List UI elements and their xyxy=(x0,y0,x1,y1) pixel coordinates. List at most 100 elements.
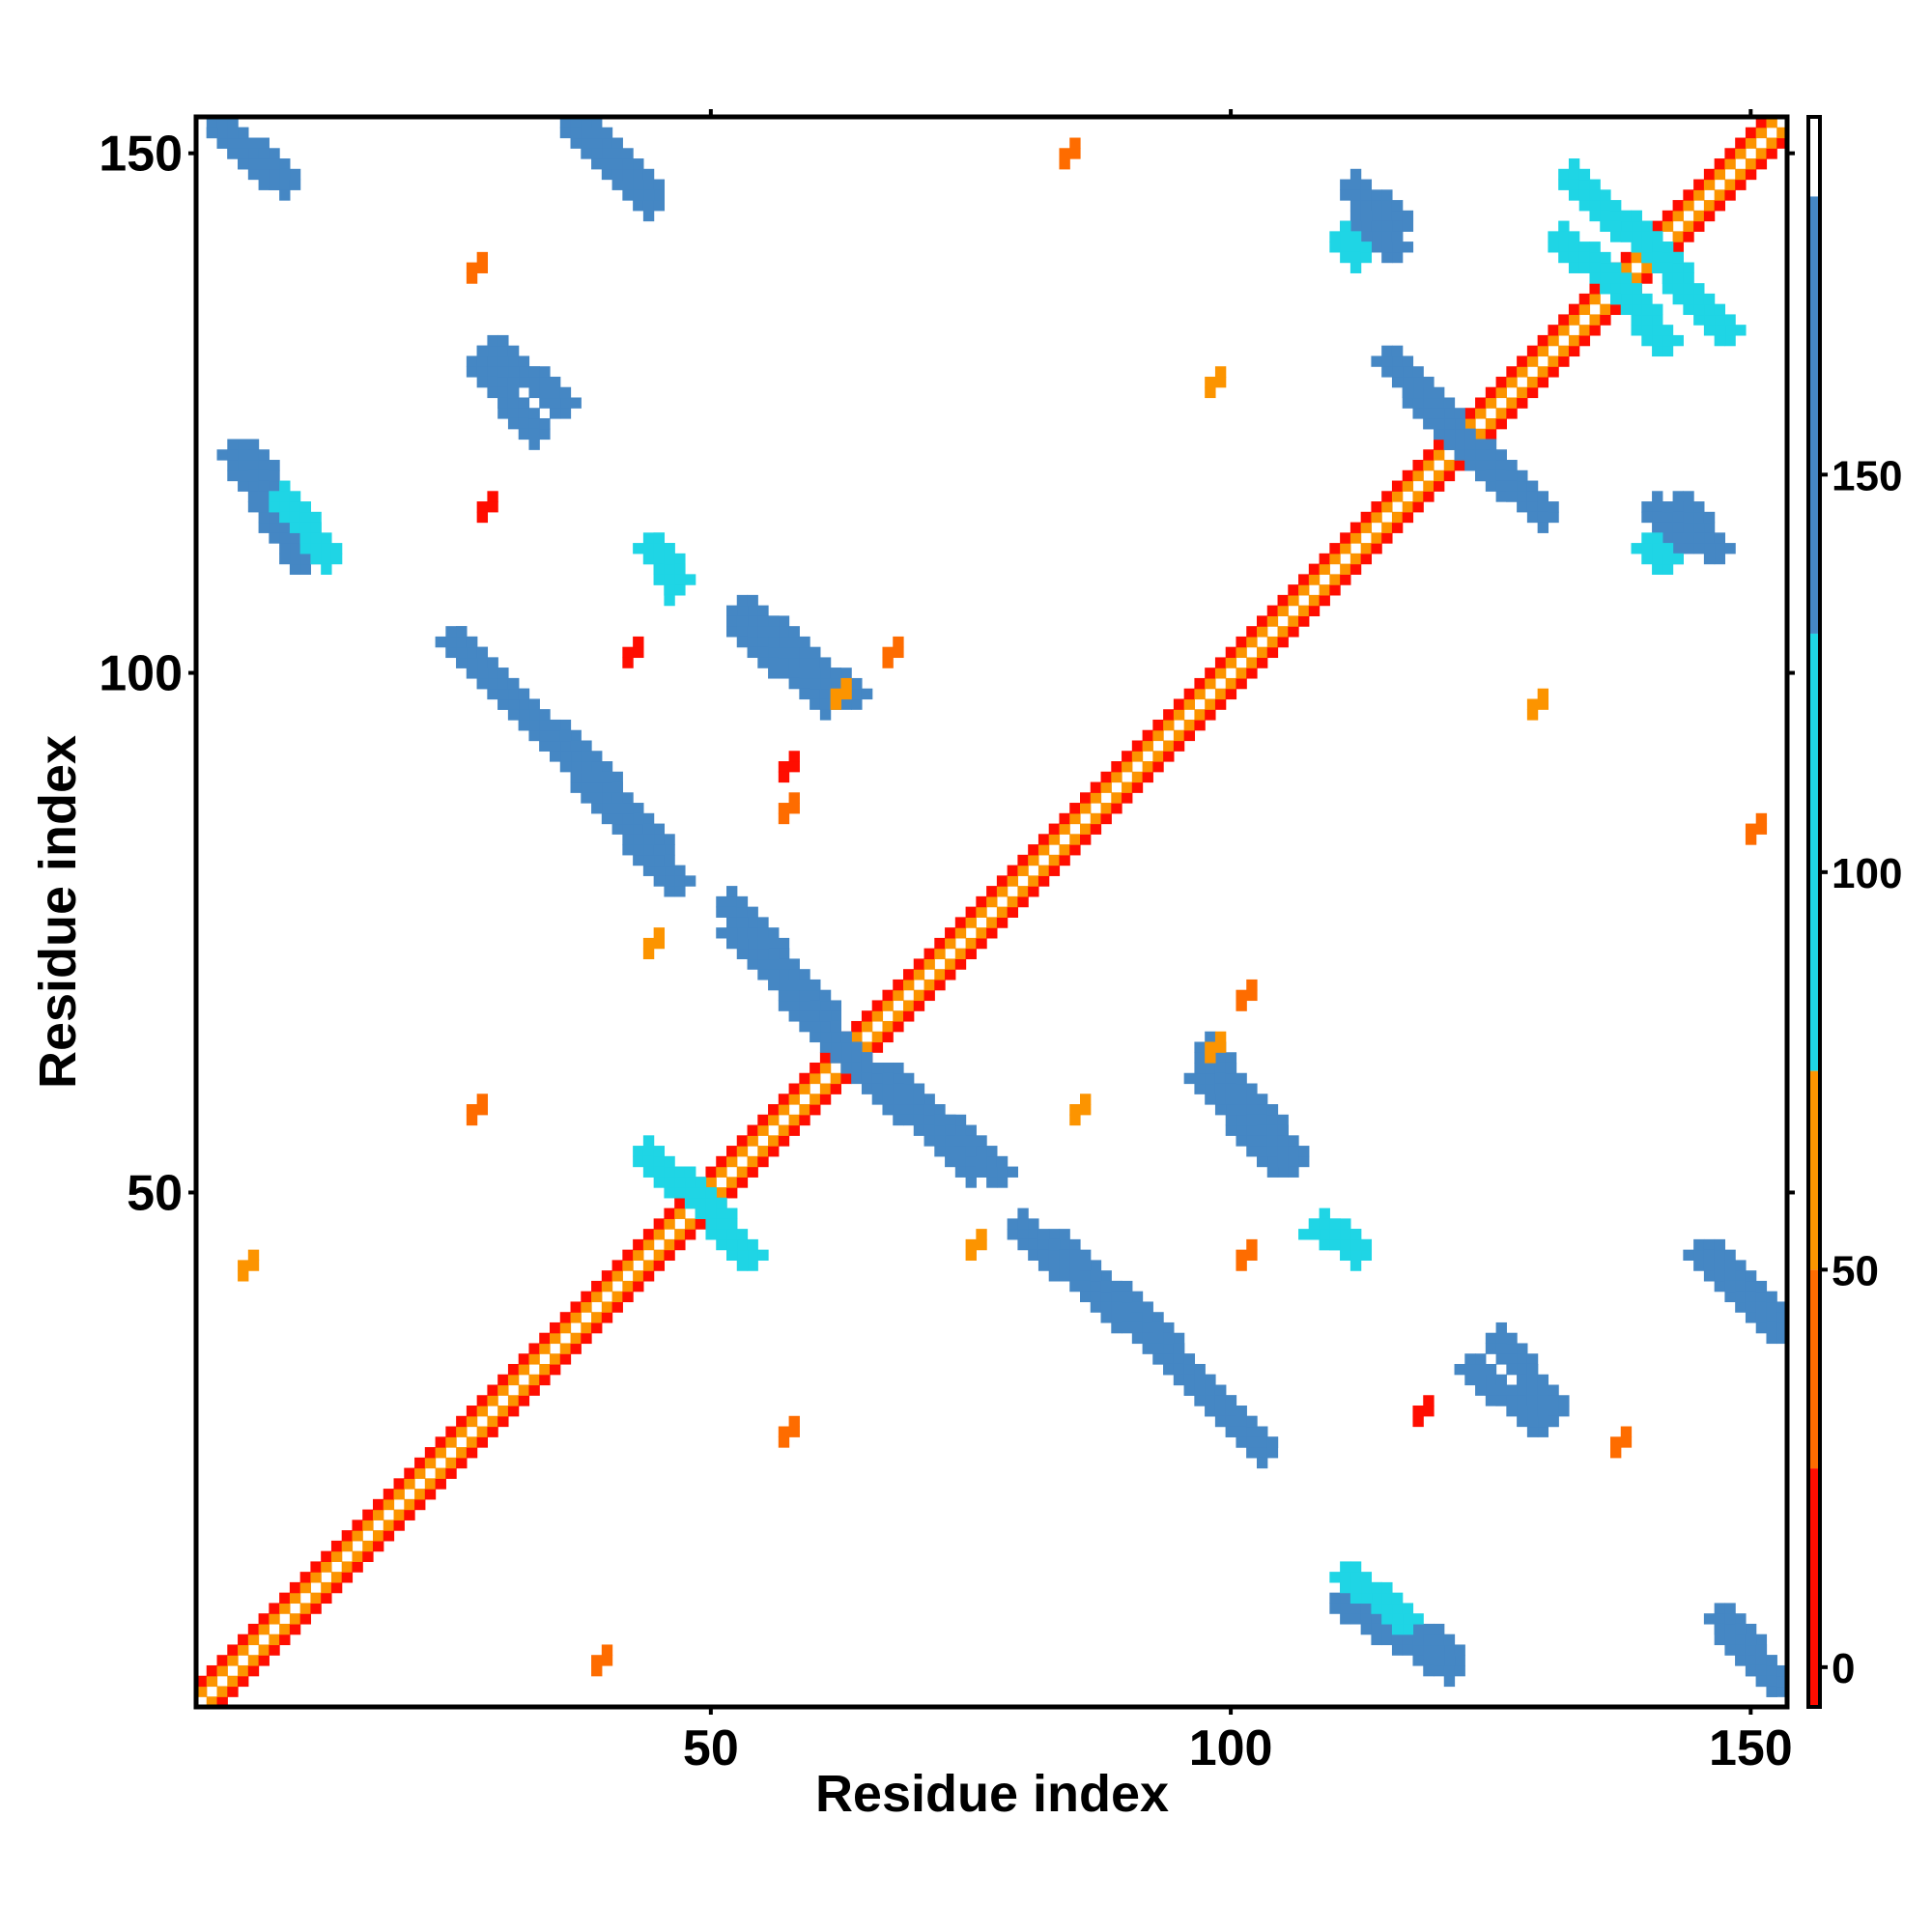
contact-cell xyxy=(1152,1353,1164,1365)
contact-cell xyxy=(591,158,603,170)
contact-cell xyxy=(799,969,810,980)
diagonal-cell xyxy=(1059,823,1070,835)
contact-cell xyxy=(622,179,634,190)
diagonal-cell xyxy=(945,927,956,939)
cluster-cell xyxy=(1412,1415,1424,1428)
cluster-cell xyxy=(466,1104,478,1116)
contact-cell xyxy=(279,522,291,533)
contact-cell xyxy=(1340,251,1351,264)
diagonal-cell xyxy=(581,1291,592,1303)
diagonal-cell xyxy=(1506,408,1518,419)
contact-cell xyxy=(1464,449,1476,461)
contact-cell xyxy=(903,1083,915,1094)
diagonal-cell xyxy=(1100,771,1112,783)
contact-cell xyxy=(1059,1238,1070,1251)
contact-cell xyxy=(1735,1655,1747,1666)
contact-cell xyxy=(1277,1124,1289,1136)
diagonal-cell xyxy=(1735,148,1747,159)
diagonal-cell xyxy=(757,1155,769,1168)
contact-cell xyxy=(1412,366,1424,378)
contact-cell xyxy=(238,460,249,471)
contact-cell xyxy=(1090,1270,1102,1282)
diagonal-cell xyxy=(487,1384,498,1396)
contact-cell xyxy=(1714,334,1726,347)
contact-cell xyxy=(1266,1135,1279,1147)
contact-cell xyxy=(642,532,655,544)
contact-cell xyxy=(466,366,478,378)
contact-cell xyxy=(1391,200,1404,212)
contact-cell xyxy=(1537,1426,1549,1437)
diagonal-cell xyxy=(1526,376,1539,388)
contact-cell xyxy=(487,688,498,700)
contact-cell xyxy=(1391,1592,1404,1605)
contact-cell xyxy=(642,865,655,876)
contact-cell xyxy=(289,563,301,575)
contact-cell xyxy=(664,563,675,575)
diagonal-cell xyxy=(1371,501,1382,513)
diagonal-cell xyxy=(1007,906,1019,918)
contact-cell xyxy=(1434,1634,1445,1646)
diagonal-cell xyxy=(310,1572,322,1583)
contact-cell xyxy=(1381,1623,1393,1635)
diagonal-cell xyxy=(581,1301,592,1313)
diagonal-cell xyxy=(1308,594,1321,607)
diagonal-cell xyxy=(1485,428,1497,440)
diagonal-cell xyxy=(528,1374,540,1386)
contact-cell xyxy=(986,1146,998,1157)
contact-cell xyxy=(1048,1238,1061,1251)
diagonal-cell xyxy=(1152,729,1164,742)
diagonal-cell xyxy=(913,989,925,1002)
contact-cell xyxy=(840,1062,852,1074)
contact-cell xyxy=(768,958,780,970)
cluster-cell xyxy=(1236,1260,1247,1271)
cluster-cell xyxy=(1423,1406,1435,1417)
diagonal-cell xyxy=(611,1270,623,1282)
contact-cell xyxy=(539,386,551,399)
contact-cell xyxy=(1402,242,1414,253)
contact-cell xyxy=(1517,1353,1528,1365)
contact-cell xyxy=(768,636,780,648)
diagonal-cell xyxy=(633,1270,644,1282)
y-axis-label: Residue index xyxy=(29,735,87,1089)
contact-cell xyxy=(1391,1644,1404,1656)
contact-cell xyxy=(674,1177,686,1188)
contact-cell xyxy=(1517,1384,1528,1396)
cluster-cell xyxy=(788,751,800,762)
contact-cell xyxy=(1672,251,1684,264)
contact-cell xyxy=(1735,1634,1747,1646)
contact-cell xyxy=(570,751,582,762)
contact-cell xyxy=(1693,543,1705,554)
diagonal-cell xyxy=(216,1655,228,1666)
contact-cell xyxy=(996,1166,1009,1178)
contact-cell xyxy=(435,636,446,648)
contact-cell xyxy=(882,1072,894,1085)
contact-cell xyxy=(476,376,489,388)
contact-cell xyxy=(653,543,666,554)
contact-cell xyxy=(570,137,582,149)
contact-cell xyxy=(310,543,322,554)
diagonal-cell xyxy=(1048,834,1061,845)
diagonal-cell xyxy=(1672,231,1684,242)
contact-cell xyxy=(1537,1415,1549,1428)
contact-cell xyxy=(1173,1353,1185,1365)
diagonal-cell xyxy=(1735,137,1747,149)
contact-cell xyxy=(1090,1301,1102,1313)
diagonal-cell xyxy=(299,1603,312,1614)
contact-cell xyxy=(1714,1270,1726,1282)
contact-cell xyxy=(726,927,738,939)
diagonal-cell xyxy=(1693,220,1705,232)
contact-cell xyxy=(1495,460,1507,471)
diagonal-cell xyxy=(414,1498,426,1511)
cluster-cell xyxy=(965,1249,977,1261)
contact-cell xyxy=(1589,251,1601,264)
diagonal-cell xyxy=(726,1146,738,1157)
diagonal-cell xyxy=(976,927,987,939)
diagonal-cell xyxy=(1163,709,1175,721)
diagonal-cell xyxy=(1069,803,1081,814)
diagonal-cell xyxy=(1288,584,1299,596)
contact-cell xyxy=(1537,1374,1549,1386)
diagonal-cell xyxy=(341,1540,354,1552)
contact-cell xyxy=(840,698,852,710)
contact-cell xyxy=(1246,1094,1258,1105)
diagonal-cell xyxy=(716,1166,727,1178)
